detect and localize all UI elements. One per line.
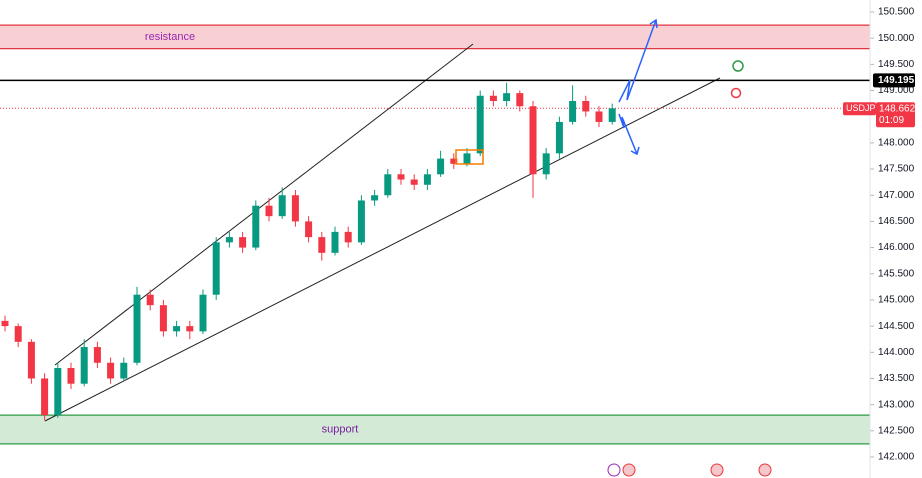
- candle-body: [582, 101, 590, 112]
- candle-body: [1, 320, 9, 327]
- stop-circle: [730, 87, 742, 99]
- candle-body: [252, 205, 260, 248]
- candle-body: [120, 362, 128, 379]
- candle-body: [489, 95, 497, 101]
- price-label-box: [876, 102, 915, 128]
- down-arrow-head: [630, 146, 640, 156]
- candle-body: [331, 231, 339, 253]
- candle-body: [463, 153, 471, 164]
- candle-body: [93, 347, 101, 363]
- candle-body: [529, 106, 537, 175]
- candle-body: [371, 195, 379, 201]
- candle-body: [67, 368, 75, 384]
- candle-body: [305, 221, 313, 238]
- price-label: 149.195: [878, 75, 915, 86]
- event-icon[interactable]: [607, 463, 621, 477]
- y-tick-label: 143.000: [878, 399, 915, 410]
- candle-body: [516, 93, 524, 107]
- candle-body: [27, 341, 35, 379]
- countdown-label: 01:09: [879, 115, 904, 126]
- y-tick-label: 150.000: [878, 33, 915, 44]
- y-tick-label: 149.500: [878, 59, 915, 70]
- candle-body: [608, 108, 616, 122]
- up-arrow-head: [649, 18, 658, 29]
- candle-body: [357, 200, 365, 243]
- highlight-box: [455, 149, 484, 165]
- y-tick-label: 149.000: [878, 85, 915, 96]
- y-tick-label: 145.500: [878, 268, 915, 279]
- y-tick-label: 142.500: [878, 425, 915, 436]
- symbol-label: USDJPY: [846, 103, 882, 113]
- candle-body: [265, 205, 273, 217]
- candle-body: [212, 242, 220, 295]
- candle-body: [542, 153, 550, 175]
- candle-body: [41, 378, 49, 416]
- symbol-box: [843, 102, 876, 116]
- candle-body: [80, 347, 88, 384]
- zone: [0, 25, 870, 49]
- y-tick-label: 142.000: [878, 452, 915, 463]
- candle-body: [476, 95, 484, 154]
- candle-body: [133, 294, 141, 363]
- zone: [0, 415, 870, 444]
- y-tick-label: 144.000: [878, 347, 915, 358]
- candle-body: [107, 362, 115, 379]
- event-icon[interactable]: [710, 463, 724, 477]
- candle-body: [278, 195, 286, 217]
- candle-body: [291, 195, 299, 222]
- candle-body: [595, 111, 603, 122]
- candle-body: [239, 237, 247, 248]
- upper-trendline: [54, 43, 474, 366]
- event-icon[interactable]: [758, 463, 772, 477]
- candle-body: [159, 305, 167, 332]
- lower-trendline: [44, 77, 721, 422]
- candle-body: [146, 294, 154, 306]
- candle-body: [318, 237, 326, 253]
- y-tick-label: 148.000: [878, 138, 915, 149]
- candle-body: [423, 174, 431, 185]
- candle-body: [569, 101, 577, 122]
- candle-body: [503, 93, 511, 101]
- candle-body: [437, 158, 445, 175]
- candle-body: [397, 174, 405, 180]
- candle-body: [344, 231, 352, 243]
- candle-body: [173, 326, 181, 332]
- zone-label: resistance: [145, 31, 195, 43]
- y-tick-label: 146.000: [878, 242, 915, 253]
- candle-body: [225, 237, 233, 243]
- y-tick-label: 147.500: [878, 164, 915, 175]
- candle-body: [410, 179, 418, 185]
- y-tick-label: 147.000: [878, 190, 915, 201]
- candle-body: [450, 158, 458, 164]
- candle-body: [384, 174, 392, 196]
- candle-body: [199, 294, 207, 332]
- price-label-box: [873, 73, 915, 88]
- down-arrow: [618, 113, 638, 155]
- zone-label: support: [322, 423, 359, 435]
- candle-body: [14, 326, 22, 342]
- candle-body: [555, 121, 563, 154]
- y-tick-label: 146.500: [878, 216, 915, 227]
- y-tick-label: 144.500: [878, 321, 915, 332]
- up-arrow: [618, 19, 657, 103]
- candle-body: [186, 326, 194, 332]
- y-tick-label: 150.500: [878, 7, 915, 18]
- y-tick-label: 143.500: [878, 373, 915, 384]
- candle-body: [54, 368, 62, 416]
- price-label: 148.662: [879, 103, 916, 114]
- target-circle: [732, 60, 744, 72]
- event-icon[interactable]: [622, 463, 636, 477]
- y-tick-label: 145.000: [878, 295, 915, 306]
